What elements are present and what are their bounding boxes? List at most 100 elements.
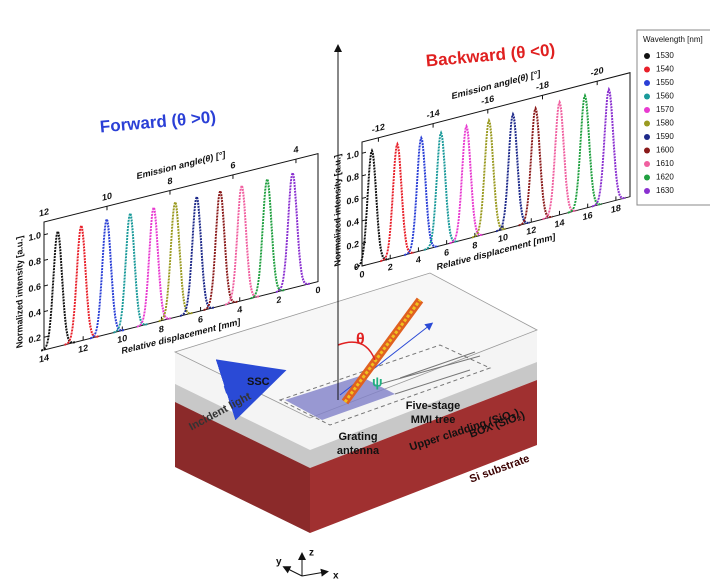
left-substrate — [175, 402, 310, 533]
y-tick — [362, 264, 366, 267]
right-substrate — [310, 380, 537, 533]
grating-area — [285, 376, 395, 420]
legend-marker — [644, 66, 650, 73]
top-tick-label: -12 — [372, 122, 385, 135]
x-tick-label: 10 — [117, 333, 127, 345]
top-tick-label: -16 — [481, 93, 494, 106]
y-tick-label: 0.6 — [29, 281, 41, 294]
intensity-peak — [449, 123, 484, 245]
y-axis-label: Normalized intensity [a.u.] — [14, 235, 24, 349]
x-tick-label: 6 — [444, 247, 449, 258]
legend-label: 1600 — [656, 146, 674, 155]
backward-plot: 024681012141618-12-14-16-18-2000.20.40.6… — [333, 65, 631, 280]
intensity-peak — [423, 130, 459, 251]
psi-label: ψ — [372, 374, 383, 390]
y-tick-label: 0.8 — [29, 256, 41, 269]
legend-marker — [644, 120, 650, 127]
grating-label: antenna — [337, 445, 380, 457]
x-tick-label: 0 — [360, 269, 365, 280]
backward-title: Backward (θ <0) — [425, 40, 556, 70]
y-label: y — [276, 557, 282, 568]
legend-label: 1610 — [656, 159, 674, 168]
y-tick-label: 0.4 — [347, 216, 360, 229]
intensity-peak — [518, 105, 553, 227]
intensity-peak — [202, 188, 238, 312]
forward-title: Forward (θ >0) — [99, 107, 217, 136]
y-tick-label: 0.2 — [347, 239, 359, 252]
plot-frame — [361, 72, 631, 267]
intensity-peak — [157, 199, 193, 323]
y-tick — [44, 233, 48, 236]
legend-marker — [644, 107, 650, 113]
y-tick-label: 0.2 — [29, 332, 41, 345]
y-tick-label: 1.0 — [347, 149, 359, 162]
top-tick-label: 12 — [39, 206, 49, 218]
top-axis-label: Emission angle(θ) [°] — [452, 68, 541, 101]
x-tick-label: 0 — [315, 285, 320, 296]
y-tick — [44, 310, 48, 313]
ssc-label: SSC — [247, 376, 270, 388]
intensity-peak — [591, 86, 626, 208]
y-tick — [362, 196, 366, 199]
y-tick — [44, 258, 48, 261]
x-tick-label: 10 — [498, 232, 508, 244]
left-box — [175, 384, 310, 468]
y-axis-label: Normalized intensity [a.u.] — [333, 153, 343, 267]
top-tick-label: -20 — [591, 65, 604, 78]
legend-marker — [644, 134, 650, 140]
x-label: x — [333, 571, 339, 582]
intensity-peak — [354, 147, 389, 269]
input-arrow — [215, 359, 287, 421]
legend-marker — [644, 147, 650, 154]
legend-marker — [644, 53, 650, 59]
legend-label: 1570 — [656, 105, 674, 114]
legend-label: 1530 — [656, 51, 674, 60]
intensity-peak — [404, 135, 439, 257]
legend: Wavelength [nm] 1530 1540 1550 1560 1570 1580… — [636, 29, 710, 206]
intensity-peak — [63, 222, 99, 346]
x-tick-label: 16 — [583, 210, 593, 222]
legend-marker — [644, 161, 650, 167]
emission-core — [343, 299, 422, 403]
y-tick-label: 0.4 — [29, 307, 42, 320]
y-tick-label: 0.6 — [347, 194, 359, 207]
right-cladding — [310, 330, 537, 450]
top-tick-label: 10 — [102, 191, 112, 203]
x-tick-label: 4 — [237, 304, 243, 315]
y-tick-label: 1.0 — [29, 230, 41, 243]
right-box — [310, 362, 537, 468]
x-tick-label: 12 — [78, 342, 88, 354]
intensity-peak — [567, 92, 602, 214]
x-tick-label: 4 — [416, 254, 422, 265]
y-tick — [362, 241, 366, 244]
top-tick-label: 8 — [167, 175, 172, 186]
z-label: z — [309, 548, 314, 559]
intensity-peak — [495, 111, 531, 233]
legend-title: Wavelength [nm] — [643, 35, 703, 44]
theta-label: θ — [356, 331, 365, 348]
top-tick-label: 6 — [230, 160, 235, 171]
mmi-label: Five-stage — [406, 400, 460, 412]
dashed-region — [278, 344, 492, 426]
intensity-peak — [542, 99, 577, 221]
legend-label: 1580 — [656, 119, 674, 128]
x-tick-label: 6 — [198, 314, 203, 325]
y-tick — [362, 174, 366, 177]
legend-label: 1630 — [656, 186, 674, 195]
x-tick-label: 8 — [159, 324, 164, 335]
top-tick-label: -18 — [536, 79, 549, 92]
top-tick-label: 4 — [293, 144, 299, 155]
intensity-peak — [249, 176, 285, 300]
mmi-tree — [379, 351, 481, 395]
intensity-peak — [136, 204, 171, 328]
legend-marker — [644, 80, 650, 86]
legend-label: 1560 — [656, 92, 674, 101]
mmi-label: MMI tree — [411, 414, 456, 426]
y-tick — [44, 335, 48, 338]
intensity-peak — [471, 117, 507, 239]
grating-label: Grating — [338, 431, 377, 443]
intensity-peak — [275, 169, 310, 294]
legend-label: 1550 — [656, 78, 674, 87]
x-tick-label: 14 — [554, 217, 565, 230]
legend-label: 1620 — [656, 173, 674, 182]
